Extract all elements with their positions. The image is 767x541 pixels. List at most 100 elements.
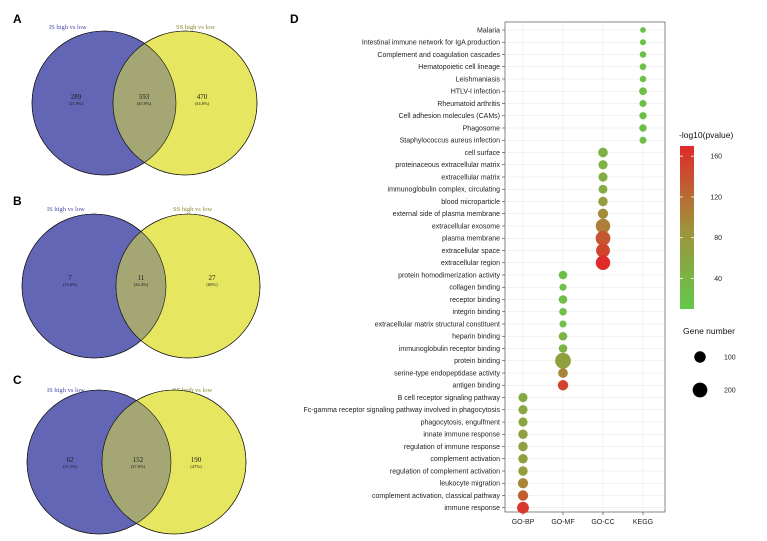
enrichment-dot <box>559 320 567 328</box>
term-label: heparin binding <box>452 334 500 341</box>
enrichment-dot <box>598 196 608 207</box>
term-label: blood microparticle <box>441 199 500 206</box>
enrichment-dot <box>597 208 609 219</box>
venn-a-right-count: 470 <box>197 93 208 101</box>
enrichment-dot <box>558 344 568 353</box>
venn-b-right-count: 27 <box>209 274 217 282</box>
size-legend-title: Gene number <box>683 326 735 336</box>
term-label: serine-type endopeptidase activity <box>394 370 500 377</box>
enrichment-dot <box>639 87 647 96</box>
plot-frame <box>504 21 666 513</box>
enrichment-dot <box>518 466 528 476</box>
enrichment-dot <box>639 75 647 83</box>
venn-b-left-pct: (15.6%) <box>63 282 78 287</box>
term-label: immunoglobulin complex, circulating <box>388 187 501 194</box>
enrichment-dot <box>598 147 608 158</box>
size-legend-label: 100 <box>724 355 736 362</box>
term-label: innate immune response <box>423 432 500 439</box>
venn-panel-b: B IS high vs low SS high vs low 7 (15.6%… <box>13 194 261 359</box>
venn-a-overlap <box>113 31 176 175</box>
enrichment-dot <box>518 429 528 439</box>
venn-a-right-pct: (34.8%) <box>195 101 210 106</box>
venn-c-right-title: SS high vs low <box>173 387 212 394</box>
panel-letter-a: A <box>13 12 22 26</box>
category-label: KEGG <box>633 519 653 526</box>
enrichment-dot <box>558 331 568 341</box>
panel-letter-d: D <box>290 12 299 26</box>
panel-letter-b: B <box>13 194 22 208</box>
term-label: immune response <box>444 505 500 512</box>
term-label: plasma membrane <box>442 236 500 243</box>
term-label: cell surface <box>465 150 501 157</box>
enrichment-dot <box>518 441 528 452</box>
term-label: B cell receptor signaling pathway <box>398 395 501 402</box>
color-legend-label: 120 <box>710 194 722 201</box>
venn-panel-c: C IS high vs low SS high vs low 62 (15.3… <box>13 373 247 535</box>
term-label: Rheumatoid arthritis <box>437 101 500 108</box>
enrichment-dot <box>640 27 646 33</box>
term-label: extracellular matrix <box>441 174 500 181</box>
term-label: phagocytosis, engulfment <box>421 419 500 426</box>
term-label: Intestinal immune network for IgA produc… <box>362 40 500 47</box>
term-label: extracellular matrix structural constitu… <box>375 321 500 328</box>
term-label: Malaria <box>477 27 500 34</box>
term-label: integrin binding <box>453 309 501 316</box>
term-label: immunoglobulin receptor binding <box>399 346 500 353</box>
term-label: collagen binding <box>449 285 500 292</box>
term-label: receptor binding <box>450 297 500 304</box>
venn-b-mid-count: 11 <box>138 274 145 282</box>
venn-a-left-pct: (21.8%) <box>69 101 84 106</box>
enrichment-dot <box>639 39 647 46</box>
venn-c-right-count: 190 <box>191 456 202 464</box>
enrichment-dot <box>559 307 567 316</box>
color-legend-title: -log10(pvalue) <box>679 130 734 140</box>
venn-b-left-title: IS high vs low <box>47 206 85 213</box>
enrichment-dot <box>517 501 529 514</box>
size-legend-label: 200 <box>724 388 736 395</box>
term-label: Phagosome <box>463 125 500 132</box>
venn-c-right-pct: (47%) <box>190 464 202 469</box>
venn-b-right-pct: (60%) <box>206 282 218 287</box>
term-label: Cell adhesion molecules (CAMs) <box>398 113 500 120</box>
enrichment-dot-plot: Malaria Intestinal immune network for IgA… <box>304 21 666 526</box>
term-label: Fc-gamma receptor signaling pathway invo… <box>304 407 501 414</box>
term-label: leukocyte migration <box>440 481 500 488</box>
term-label: complement activation, classical pathway <box>372 493 501 500</box>
term-label: Leishmaniasis <box>456 76 501 83</box>
enrichment-dot <box>639 136 647 144</box>
enrichment-dot <box>557 380 569 391</box>
venn-b-right-title: SS high vs low <box>173 206 212 213</box>
size-legend: Gene number 100 200 <box>683 326 736 398</box>
term-label: Staphylococcus aureus infection <box>400 138 500 145</box>
enrichment-dot <box>598 184 608 194</box>
enrichment-dot <box>558 270 568 280</box>
enrichment-dot <box>595 255 611 270</box>
size-legend-dot <box>692 382 708 398</box>
venn-c-left-pct: (15.3%) <box>63 464 78 469</box>
panel-letter-c: C <box>13 373 22 387</box>
color-legend: -log10(pvalue) 40 80 120 160 <box>679 130 734 309</box>
enrichment-dot <box>598 172 608 182</box>
term-label: antigen binding <box>453 383 501 390</box>
venn-b-left-count: 7 <box>68 274 72 282</box>
venn-c-left-count: 62 <box>67 456 75 464</box>
term-label: extracellular region <box>441 260 500 267</box>
color-legend-gradient <box>680 146 694 309</box>
enrichment-dot <box>598 160 608 170</box>
venn-c-left-title: IS high vs low <box>47 387 85 394</box>
enrichment-dot <box>639 112 647 120</box>
venn-panel-a: A IS high vs low SS high vs low 289 (21.… <box>13 12 258 176</box>
category-label: GO-MF <box>551 519 574 526</box>
term-label: external side of plasma membrane <box>393 211 500 218</box>
venn-a-mid-pct: (43.9%) <box>137 101 152 106</box>
term-label: regulation of complement activation <box>390 468 500 475</box>
term-label: proteinaceous extracellular matrix <box>395 162 500 169</box>
enrichment-dot <box>558 295 568 304</box>
enrichment-dot <box>558 368 568 378</box>
venn-c-mid-count: 152 <box>133 456 144 464</box>
enrichment-dot <box>639 63 647 71</box>
venn-b-overlap <box>116 214 166 358</box>
venn-a-mid-count: 593 <box>139 93 150 101</box>
enrichment-dot <box>555 352 571 369</box>
